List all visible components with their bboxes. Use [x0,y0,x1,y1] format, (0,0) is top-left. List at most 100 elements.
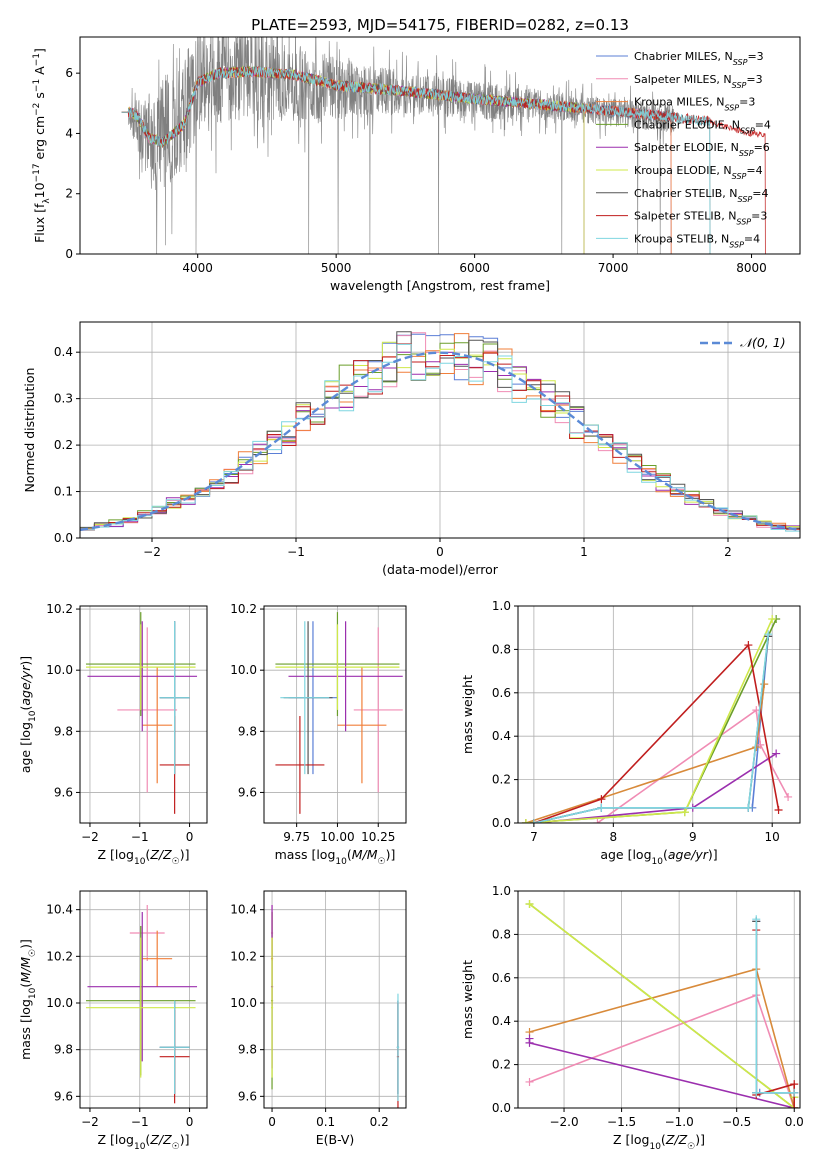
weight-point-marker [764,630,773,639]
weight-series-line [533,752,777,823]
legend-entry-suffix: =3 [747,50,763,63]
mass-vs-extinction-xtick-label: 0.1 [316,1115,335,1129]
weight-series-line [533,643,780,823]
age-vs-metallicity-ylabel-part: age [log [18,722,33,773]
mass-vs-metallicity-ylabel-part: mass [log [18,999,33,1060]
spectrum-ylabel-part: λ [42,198,52,204]
legend-entry-label: Kroupa MILES, N [634,96,724,109]
mass-weight-vs-metallicity-xlabel-part: Z [log [613,1132,649,1147]
legend-entry: Chabrier STELIB, NSSP=4 [634,187,768,204]
age-vs-metallicity-ylabel: age [log10(age/yr)] [18,656,38,773]
spectrum-ytick-label: 4 [65,126,73,140]
residual-histogram-ylabel: Normed distribution [22,368,37,493]
age-vs-mass-xlabel: mass [log10(M/M☉)] [275,847,396,867]
age-vs-metallicity-ytick-label: 10.0 [46,663,73,677]
spectrum-panel: 4000 5000 6000 7000 8000 0 2 4 6 wavelength [Angs… [32,36,801,293]
spectrum-ytick-label: 6 [65,66,73,80]
weight-point-marker [790,1080,799,1089]
mass-vs-extinction-frame [263,890,407,1109]
legend-entry: Chabrier MILES, NSSP=3 [634,50,764,67]
spectrum-legend: Chabrier MILES, NSSP=3 Salpeter MILES, NS… [596,50,771,249]
legend-entry: Chabrier ELODIE, NSSP=4 [634,118,771,135]
spectrum-xtick-label: 8000 [736,261,767,275]
legend-entry: Salpeter STELIB, NSSP=3 [634,210,767,227]
legend-entry-sub: SSP [724,103,739,112]
mass-vs-metallicity-xtick-label: −2 [81,1115,99,1129]
weight-point-marker [593,819,602,823]
spectrum-xlabel: wavelength [Angstrom, rest frame] [330,278,550,293]
weight-point-marker [790,1088,799,1097]
legend-entry: Salpeter MILES, NSSP=3 [634,73,763,90]
residual-histogram-xtick-label: −2 [143,545,161,559]
mass-vs-metallicity-ytick-label: 9.8 [54,1043,73,1057]
mass-vs-extinction-ytick-label: 10.4 [230,903,257,917]
legend-entry-suffix: =4 [744,232,760,245]
age-vs-metallicity-xlabel-part: Z [log [98,847,134,862]
weight-series-line [533,636,769,823]
age-vs-metallicity-xtick-label: −1 [131,830,149,844]
mass-weight-vs-age-xlabel-part: 10 [652,857,664,867]
mass-vs-extinction-xlabel: E(B-V) [316,1132,355,1147]
weight-point-marker [772,749,781,758]
age-vs-metallicity-ylabel-part: 10 [28,710,38,722]
age-vs-mass-ytick-label: 10.2 [230,602,257,616]
spectrum-ylabel-part: −1 [32,79,42,92]
age-vs-mass-xlabel-part: M/M [352,847,378,862]
weight-series-line [528,1038,795,1108]
figure-title: PLATE=2593, MJD=54175, FIBERID=0282, z=0… [251,16,629,34]
age-vs-metallicity-xlabel-part: Z/Z [149,847,172,862]
mass-weight-vs-metallicity-xlabel-part: 10 [649,1142,661,1152]
weight-point-marker [597,795,606,804]
age-vs-mass-xtick-label: 9.75 [283,830,310,844]
mass-vs-extinction-ytick-label: 10.2 [230,949,257,963]
weight-point-marker [768,615,777,624]
mass-vs-metallicity-ytick-label: 10.0 [46,996,73,1010]
mass-weight-vs-metallicity-xlabel-part: Z/Z [665,1132,688,1147]
age-vs-metallicity-ylabel-part: age/yr [18,665,33,706]
spectrum-ylabel-part: erg cm [32,116,47,164]
legend-entry-label: Salpeter ELODIE, N [634,141,739,154]
residual-histogram-ytick-label: 0.1 [54,485,73,499]
spectrum-frame [79,36,801,255]
spectrum-xtick-label: 6000 [459,261,490,275]
mass-weight-vs-age-ylabel-part: mass weight [460,675,475,754]
mass-weight-vs-age-ytick-label: 0.2 [492,773,511,787]
mass-weight-vs-metallicity-ytick-label: 0.6 [492,971,511,985]
weight-point-marker [752,1088,761,1097]
weight-series-line [529,968,795,1108]
spectrum-ylabel-part: 10 [32,182,47,198]
spectrum-data-line [128,37,675,254]
mass-weight-vs-age-ytick-label: 0.4 [492,729,511,743]
age-vs-metallicity-ytick-label: 9.6 [54,785,73,799]
mass-vs-metallicity-xlabel: Z [log10(Z/Z☉)] [98,1132,190,1152]
mass-vs-extinction-xlabel-part: E(B-V) [316,1132,355,1147]
spectrum-xtick-label: 4000 [182,261,213,275]
mass-vs-metallicity-xlabel-part: 10 [134,1142,146,1152]
mass-vs-extinction-ytick-label: 10.0 [230,996,257,1010]
residual-histogram-xtick-label: 2 [724,545,732,559]
weight-series-line [529,994,795,1108]
spectrum-xtick-label: 7000 [598,261,629,275]
weight-point-marker [529,819,538,823]
age-vs-metallicity-frame [79,605,208,824]
age-vs-mass-xlabel-part: 10 [335,857,347,867]
mass-weight-vs-age-xlabel-part: )] [708,847,718,862]
spectrum-ylabel-part: A [32,66,47,79]
spectrum-ylabel-part: s [32,92,47,103]
legend-entry-sub: SSP [732,172,747,181]
histogram-step-line [80,343,800,538]
weight-series-line [755,930,795,1108]
mass-vs-metallicity-frame [79,890,208,1109]
mass-weight-vs-age-ytick-label: 0.6 [492,686,511,700]
legend-entry-label: Chabrier STELIB, N [634,187,738,200]
mass-vs-metallicity-xtick-label: −1 [131,1115,149,1129]
weight-point-marker [597,803,606,812]
spectrum-ylabel-part: −2 [32,103,42,116]
spectrum-ytick-label: 0 [65,247,73,261]
residual-histogram-ylabel-part: Normed distribution [22,368,37,493]
legend-entry-suffix: =4 [752,187,768,200]
mass-vs-extinction-xtick-label: 0.2 [370,1115,389,1129]
residual-histogram-plot-area [80,322,800,538]
age-vs-metallicity-ylabel-part: ( [18,706,33,711]
spectrum-ytick-label: 2 [65,187,73,201]
